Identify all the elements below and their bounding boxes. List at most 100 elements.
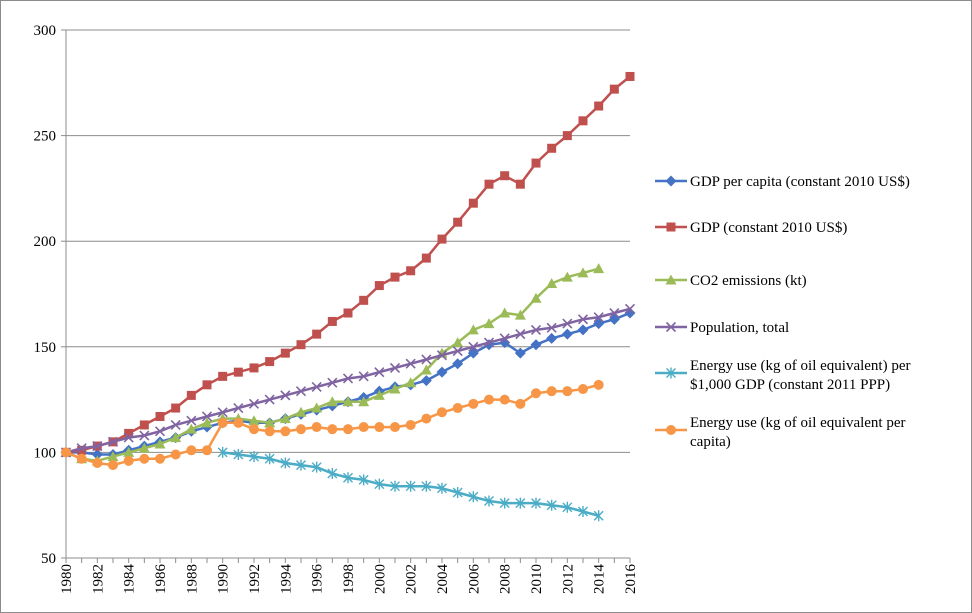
data-point [531, 388, 541, 399]
data-point [342, 373, 354, 384]
data-point [139, 420, 149, 430]
data-point [280, 348, 290, 358]
data-point [562, 501, 573, 513]
x-tick-label: 1994 [278, 564, 294, 595]
data-point [186, 390, 196, 400]
data-point [546, 277, 558, 288]
data-point [515, 398, 526, 409]
data-point [233, 402, 244, 414]
data-point [91, 449, 103, 461]
data-point [217, 407, 228, 418]
data-point [233, 449, 244, 461]
data-point [593, 510, 604, 522]
y-axis-tick-labels: 50 100 150 200 250 300 [34, 23, 57, 567]
data-point [139, 430, 150, 441]
data-point [405, 377, 417, 388]
legend-label: Population, total [690, 320, 789, 336]
data-point [358, 371, 369, 382]
data-point [499, 394, 510, 405]
data-point [389, 362, 401, 373]
data-point [390, 480, 400, 492]
data-point [514, 347, 526, 359]
data-point [374, 281, 384, 291]
data-point [436, 350, 448, 361]
y-tick-label: 150 [34, 340, 57, 356]
data-point [327, 316, 337, 326]
data-point [280, 426, 291, 437]
legend-label: CO2 emissions (kt) [690, 273, 807, 289]
data-point [108, 460, 118, 471]
data-point [437, 234, 447, 244]
data-point [530, 292, 542, 303]
y-tick-label: 250 [34, 129, 57, 145]
data-point [374, 422, 385, 433]
series-3 [60, 303, 636, 458]
data-point [170, 432, 182, 443]
data-point [437, 407, 447, 418]
data-point [484, 495, 494, 507]
x-tick-label: 2004 [435, 564, 451, 595]
data-point [500, 171, 510, 181]
data-point [546, 322, 557, 333]
data-point [248, 398, 260, 409]
legend-label-line: Energy use (kg of oil equivalent) per [690, 358, 911, 374]
data-point [546, 499, 557, 511]
data-point [666, 425, 676, 435]
data-point [107, 436, 119, 447]
y-tick-label: 50 [41, 551, 56, 567]
data-point [296, 424, 306, 435]
x-tick-label: 1990 [216, 564, 232, 594]
data-point [76, 443, 87, 454]
legend-label-line: capita) [690, 434, 731, 450]
x-tick-label: 1998 [341, 564, 357, 594]
data-point [201, 411, 213, 422]
data-point [531, 497, 541, 509]
data-point [311, 461, 322, 473]
data-point [124, 428, 134, 438]
data-point [437, 482, 447, 494]
data-point [264, 453, 275, 465]
data-point [280, 390, 291, 401]
data-point [666, 222, 676, 232]
data-point [515, 179, 525, 189]
legend-item-1: GDP (constant 2010 US$) [655, 220, 847, 236]
data-point [77, 445, 87, 455]
data-point [578, 384, 588, 395]
x-tick-label: 1982 [90, 564, 106, 594]
y-tick-label: 100 [34, 445, 57, 461]
series-4 [217, 446, 604, 522]
data-point [608, 313, 620, 325]
data-point [562, 131, 572, 141]
data-point [515, 497, 526, 509]
x-tick-label: 2014 [592, 564, 608, 595]
x-tick-label: 2012 [560, 564, 576, 594]
data-point [186, 445, 197, 456]
data-point [218, 371, 228, 381]
data-point [468, 491, 479, 503]
data-point [264, 417, 276, 428]
data-point [343, 308, 353, 318]
data-point [233, 367, 243, 377]
data-point [390, 422, 400, 433]
data-point [546, 386, 557, 397]
data-point [296, 459, 306, 471]
legend-label: Energy use (kg of oil equivalent) per $1,… [690, 358, 911, 393]
data-point [483, 318, 495, 329]
data-point [327, 377, 338, 388]
data-point [264, 426, 275, 437]
data-point [170, 449, 181, 460]
data-point [201, 417, 213, 428]
data-point [594, 101, 604, 111]
x-tick-label: 1988 [184, 564, 200, 594]
data-point [467, 324, 479, 335]
data-point [499, 333, 510, 344]
data-point [217, 417, 228, 428]
data-point [530, 339, 542, 351]
data-point [561, 271, 573, 282]
data-point [358, 474, 369, 486]
data-point [295, 386, 307, 397]
data-point [665, 175, 677, 187]
data-point [665, 321, 677, 333]
data-point [202, 445, 212, 456]
data-point [92, 457, 103, 468]
